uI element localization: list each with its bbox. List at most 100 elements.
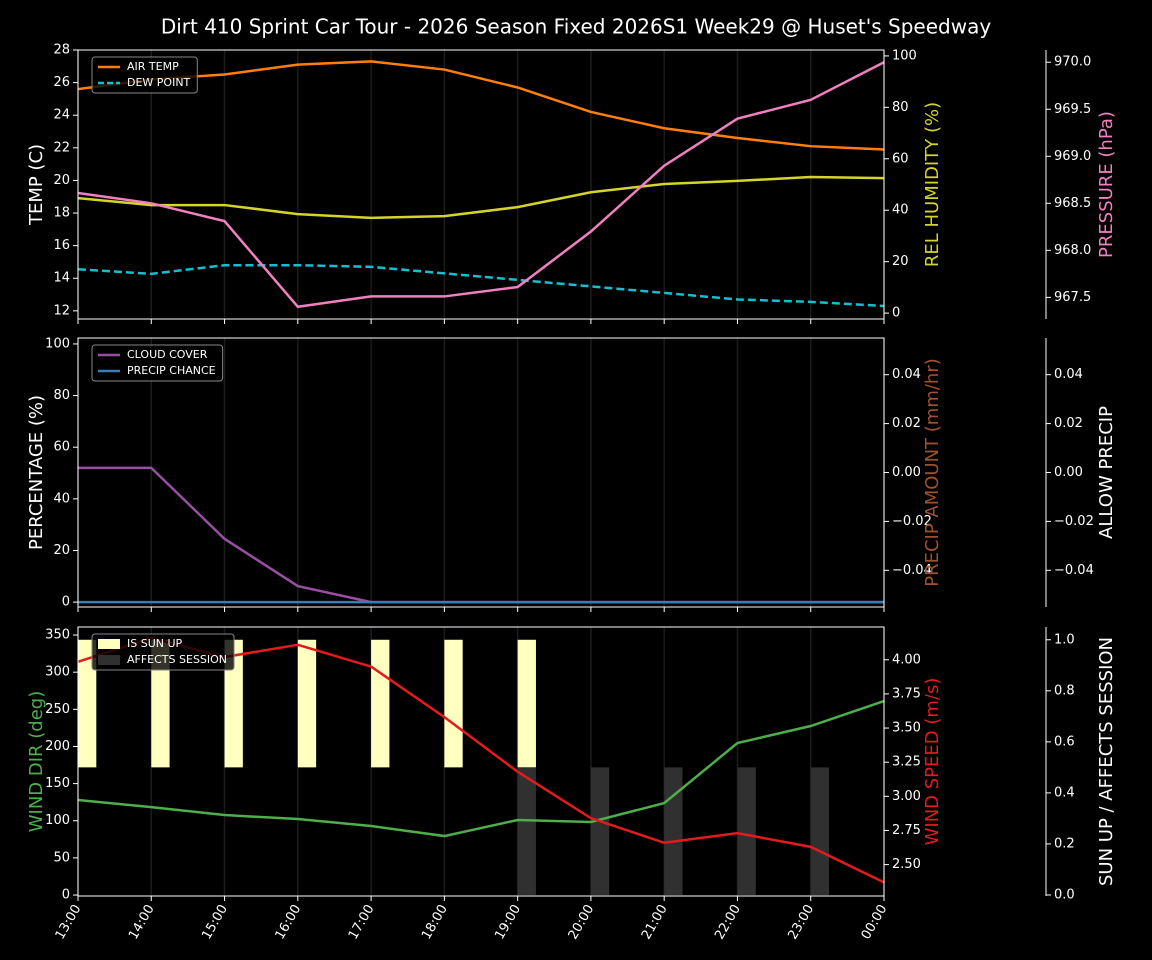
bar [590,767,610,895]
y2-axis-label: PRECIP AMOUNT (mm/hr) [922,358,943,587]
y-axis-label: WIND DIR (deg) [26,691,47,833]
legend-label: IS SUN UP [127,637,183,650]
y2-tick-label: 3.25 [892,755,921,770]
y-tick-label: 28 [53,43,70,58]
y3-tick-label: 0.02 [1054,416,1083,431]
series-line [77,175,885,220]
y2-tick-label: 0.00 [892,465,921,480]
y-axis-label: PERCENTAGE (%) [26,395,47,550]
y-axis-label: TEMP (C) [26,144,47,226]
y-tick-label: 0 [62,595,70,610]
y3-tick-label: 0.2 [1054,836,1075,851]
y2-tick-label: 40 [892,203,909,218]
y2-tick-label: 60 [892,151,909,166]
y-tick-label: 40 [53,491,70,506]
y3-tick-label: 0.00 [1054,465,1083,480]
y2-tick-label: −0.04 [892,563,932,578]
plot-frame [77,49,885,320]
y-tick-label: 24 [53,108,70,123]
y-tick-label: 250 [45,702,70,717]
bar [224,639,243,768]
series-line [77,263,885,308]
legend-label: CLOUD COVER [127,348,208,361]
y2-tick-label: 20 [892,254,909,269]
legend-label: DEW POINT [127,76,191,89]
y-tick-label: 20 [53,543,70,558]
bar [371,639,390,768]
y2-tick-label: −0.02 [892,514,932,529]
bar [517,767,536,895]
y3-tick-label: 0.6 [1054,734,1075,749]
y-tick-label: 100 [45,336,70,351]
y-tick-label: 12 [53,303,70,318]
y3-tick-label: 968.5 [1054,196,1091,211]
y2-axis-label: WIND SPEED (m/s) [922,678,943,846]
y2-tick-label: 0.02 [892,416,921,431]
y3-tick-label: 970.0 [1054,55,1091,70]
y-tick-label: 60 [53,440,70,455]
legend-label: PRECIP CHANCE [127,364,216,377]
y-tick-label: 50 [53,850,70,865]
y-tick-label: 350 [45,628,70,643]
y2-tick-label: 3.75 [892,686,921,701]
series-line [77,60,885,151]
bar [444,639,463,768]
y3-tick-label: −0.04 [1054,563,1094,578]
legend-box [91,633,235,671]
y3-tick-label: 0.4 [1054,785,1075,800]
y2-tick-label: 100 [892,48,917,63]
y-tick-label: 26 [53,75,70,90]
y2-tick-label: 0 [892,306,900,321]
legend: IS SUN UP AFFECTS SESSION [91,633,235,671]
y3-tick-label: 0.8 [1054,683,1075,698]
y-tick-label: 18 [53,206,70,221]
y-tick-label: 0 [62,888,70,903]
y-tick-label: 80 [53,388,70,403]
y3-tick-label: 969.0 [1054,149,1091,164]
bar [810,767,830,895]
y-tick-label: 100 [45,813,70,828]
y3-axis-label: ALLOW PRECIP [1096,406,1117,539]
plot-frame [77,626,885,897]
legend-swatch [98,655,120,665]
y3-tick-label: 967.5 [1054,290,1091,305]
legend-swatch [98,639,120,649]
bar [664,767,683,895]
bar [78,639,97,768]
y-tick-label: 22 [53,140,70,155]
y3-axis-label: SUN UP / AFFECTS SESSION [1096,637,1117,886]
bar [151,639,170,768]
y3-tick-label: 968.0 [1054,243,1091,258]
y3-tick-label: 1.0 [1054,632,1075,647]
y3-tick-label: −0.02 [1054,514,1094,529]
series-line [77,61,885,309]
legend: CLOUD COVER PRECIP CHANCE [91,344,224,382]
legend: AIR TEMP DEW POINT [91,56,198,94]
y2-tick-label: 2.50 [892,857,921,872]
y2-tick-label: 3.50 [892,721,921,736]
y2-tick-label: 2.75 [892,823,921,838]
y3-tick-label: 0.04 [1054,367,1083,382]
y2-tick-label: 3.00 [892,789,921,804]
y-tick-label: 14 [53,271,70,286]
y-tick-label: 150 [45,776,70,791]
y2-tick-label: 80 [892,100,909,115]
bar [737,767,756,895]
series-line [77,699,885,838]
chart-title: Dirt 410 Sprint Car Tour - 2026 Season F… [161,15,992,39]
legend-label: AIR TEMP [127,60,179,73]
y-tick-label: 16 [53,238,70,253]
plot-frame [77,337,885,608]
y3-axis-label: PRESSURE (hPa) [1096,111,1117,258]
y3-tick-label: 0.0 [1054,887,1075,902]
legend-label: AFFECTS SESSION [127,653,227,666]
legend-box [91,344,224,382]
y2-tick-label: 4.00 [892,652,921,667]
y3-tick-label: 969.5 [1054,102,1091,117]
y2-tick-label: 0.04 [892,367,921,382]
y2-axis-label: REL HUMIDITY (%) [922,102,943,267]
y-tick-label: 20 [53,173,70,188]
